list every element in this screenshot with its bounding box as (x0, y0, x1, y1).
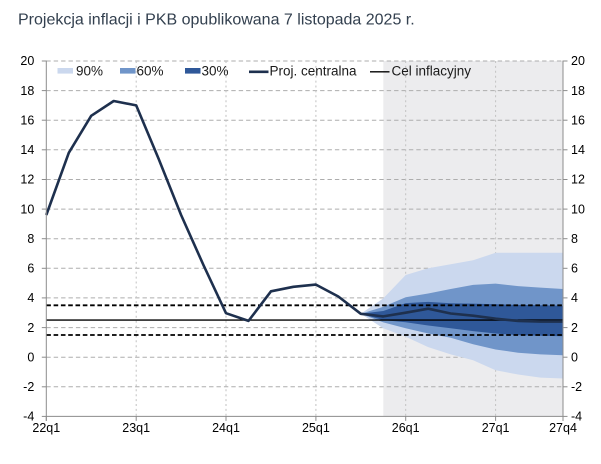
svg-text:8: 8 (571, 232, 578, 246)
svg-text:-2: -2 (571, 380, 582, 394)
svg-text:26q1: 26q1 (392, 421, 420, 435)
svg-text:27q4: 27q4 (549, 421, 577, 435)
svg-text:60%: 60% (137, 64, 164, 79)
svg-text:23q1: 23q1 (122, 421, 150, 435)
svg-text:4: 4 (571, 291, 578, 305)
svg-text:6: 6 (571, 262, 578, 276)
svg-text:16: 16 (20, 113, 34, 127)
svg-text:2: 2 (27, 321, 34, 335)
svg-text:Cel inflacyjny: Cel inflacyjny (392, 64, 472, 79)
svg-text:0: 0 (571, 350, 578, 364)
svg-text:Proj. centralna: Proj. centralna (270, 64, 358, 79)
svg-text:8: 8 (27, 232, 34, 246)
svg-text:20: 20 (571, 54, 585, 68)
svg-text:10: 10 (20, 202, 34, 216)
svg-text:14: 14 (20, 143, 34, 157)
svg-text:4: 4 (27, 291, 34, 305)
svg-text:-4: -4 (23, 410, 34, 424)
svg-text:90%: 90% (76, 64, 103, 79)
svg-text:30%: 30% (202, 64, 229, 79)
svg-text:-2: -2 (23, 380, 34, 394)
svg-text:16: 16 (571, 113, 585, 127)
svg-text:14: 14 (571, 143, 585, 157)
svg-text:22q1: 22q1 (32, 421, 60, 435)
svg-text:25q1: 25q1 (302, 421, 330, 435)
svg-text:6: 6 (27, 262, 34, 276)
svg-text:27q1: 27q1 (482, 421, 510, 435)
svg-text:2: 2 (571, 321, 578, 335)
svg-text:-4: -4 (571, 410, 582, 424)
svg-text:10: 10 (571, 202, 585, 216)
svg-text:12: 12 (20, 173, 34, 187)
svg-text:20: 20 (20, 54, 34, 68)
svg-text:0: 0 (27, 350, 34, 364)
svg-text:12: 12 (571, 173, 585, 187)
svg-text:24q1: 24q1 (212, 421, 240, 435)
svg-text:18: 18 (20, 84, 34, 98)
svg-text:Projekcja inflacji i PKB opubl: Projekcja inflacji i PKB opublikowana 7 … (18, 12, 415, 29)
svg-text:18: 18 (571, 84, 585, 98)
